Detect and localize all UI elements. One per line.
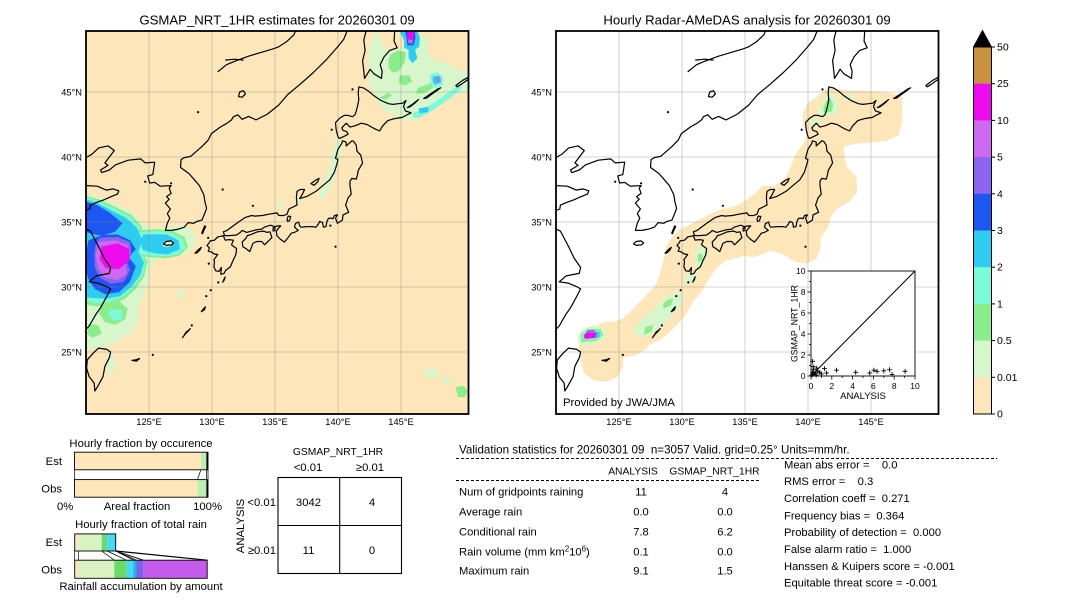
svg-text:Est: Est — [46, 456, 63, 468]
svg-text:10: 10 — [796, 266, 806, 276]
svg-text:130°E: 130°E — [669, 417, 694, 427]
svg-text:0.5: 0.5 — [997, 335, 1012, 347]
svg-text:Obs: Obs — [41, 565, 62, 577]
svg-text:Hourly Radar-AMeDAS analysis f: Hourly Radar-AMeDAS analysis for 2026030… — [603, 13, 890, 28]
svg-text:140°E: 140°E — [325, 417, 350, 427]
svg-text:ANALYSIS: ANALYSIS — [235, 498, 247, 553]
svg-text:0%: 0% — [57, 501, 73, 513]
svg-text:40°N: 40°N — [61, 152, 82, 162]
svg-text:ANALYSIS: ANALYSIS — [608, 467, 658, 478]
svg-text:GSMAP_NRT_1HR: GSMAP_NRT_1HR — [669, 467, 759, 478]
svg-text:135°E: 135°E — [262, 417, 287, 427]
svg-text:0: 0 — [809, 381, 814, 391]
svg-text:25°N: 25°N — [531, 347, 552, 357]
svg-text:Hourly fraction by occurence: Hourly fraction by occurence — [69, 438, 212, 450]
svg-text:25: 25 — [997, 78, 1009, 90]
svg-text:Est: Est — [46, 537, 63, 549]
svg-text:Maximum rain: Maximum rain — [459, 566, 529, 578]
svg-text:6.2: 6.2 — [717, 527, 733, 539]
svg-text:Provided by JWA/JMA: Provided by JWA/JMA — [563, 397, 675, 409]
svg-text:Conditional rain: Conditional rain — [459, 527, 537, 539]
svg-text:Areal fraction: Areal fraction — [104, 501, 171, 513]
svg-text:GSMAP_NRT_1HR estimates for 20: GSMAP_NRT_1HR estimates for 20260301 09 — [139, 13, 414, 28]
svg-text:2: 2 — [801, 350, 806, 360]
svg-text:GSMAP_NRT_1HR: GSMAP_NRT_1HR — [790, 285, 800, 362]
svg-text:135°E: 135°E — [732, 417, 757, 427]
svg-text:4: 4 — [801, 329, 806, 339]
svg-text:6: 6 — [871, 381, 876, 391]
svg-text:Frequency bias = 0.364: Frequency bias = 0.364 — [784, 511, 904, 523]
svg-text:0: 0 — [997, 409, 1003, 421]
svg-text:0.0: 0.0 — [633, 507, 649, 519]
svg-text:0.0: 0.0 — [717, 507, 733, 519]
svg-text:25°N: 25°N — [61, 347, 82, 357]
svg-text:140°E: 140°E — [795, 417, 820, 427]
svg-text:145°E: 145°E — [388, 417, 413, 427]
svg-text:0.01: 0.01 — [997, 372, 1018, 384]
svg-text:6: 6 — [801, 308, 806, 318]
svg-text:35°N: 35°N — [531, 217, 552, 227]
svg-text:Rainfall accumulation by amoun: Rainfall accumulation by amount — [59, 581, 223, 593]
svg-text:40°N: 40°N — [531, 152, 552, 162]
svg-text:False alarm ratio = 1.000: False alarm ratio = 1.000 — [784, 544, 911, 556]
svg-text:Average rain: Average rain — [459, 507, 522, 519]
svg-text:0.1: 0.1 — [633, 547, 649, 559]
svg-text:5: 5 — [997, 152, 1003, 164]
svg-text:11: 11 — [303, 545, 315, 557]
svg-text:35°N: 35°N — [61, 217, 82, 227]
svg-text:0: 0 — [801, 371, 806, 381]
svg-text:2: 2 — [997, 262, 1003, 274]
svg-text:Hanssen & Kuipers score = -0.0: Hanssen & Kuipers score = -0.001 — [784, 561, 955, 573]
svg-text:Rain volume (mm km2106): Rain volume (mm km2106) — [459, 545, 590, 559]
svg-text:125°E: 125°E — [606, 417, 631, 427]
svg-text:45°N: 45°N — [531, 87, 552, 97]
svg-text:<0.01: <0.01 — [294, 462, 323, 474]
svg-text:Probability of detection = 0.: Probability of detection = 0.000 — [784, 527, 941, 539]
svg-text:2: 2 — [829, 381, 834, 391]
svg-text:RMS error = 0.3: RMS error = 0.3 — [784, 476, 873, 488]
svg-text:Mean abs error = 0.0: Mean abs error = 0.0 — [784, 460, 898, 472]
svg-text:10: 10 — [997, 115, 1009, 127]
svg-text:Obs: Obs — [41, 484, 62, 496]
svg-text:7.8: 7.8 — [633, 527, 649, 539]
svg-text:3042: 3042 — [296, 497, 321, 509]
svg-text:4: 4 — [850, 381, 855, 391]
svg-text:1: 1 — [997, 298, 1003, 310]
svg-text:≥0.01: ≥0.01 — [248, 545, 276, 557]
svg-text:100%: 100% — [193, 501, 222, 513]
svg-text:125°E: 125°E — [136, 417, 161, 427]
svg-text:8: 8 — [892, 381, 897, 391]
svg-text:Equitable threat score = -0.00: Equitable threat score = -0.001 — [784, 578, 937, 590]
svg-text:Hourly fraction of total rain: Hourly fraction of total rain — [75, 519, 207, 531]
svg-text:30°N: 30°N — [531, 282, 552, 292]
svg-text:45°N: 45°N — [61, 87, 82, 97]
svg-text:145°E: 145°E — [858, 417, 883, 427]
svg-text:ANALYSIS: ANALYSIS — [840, 391, 886, 402]
svg-text:130°E: 130°E — [199, 417, 224, 427]
svg-text:9.1: 9.1 — [633, 566, 649, 578]
svg-text:<0.01: <0.01 — [247, 497, 276, 509]
svg-text:Num of gridpoints raining: Num of gridpoints raining — [459, 487, 583, 499]
svg-text:8: 8 — [801, 287, 806, 297]
svg-text:4: 4 — [722, 487, 728, 499]
svg-text:Validation statistics for 2026: Validation statistics for 20260301 09 n=… — [459, 444, 850, 457]
svg-text:11: 11 — [635, 487, 647, 499]
svg-text:4: 4 — [369, 497, 375, 509]
svg-text:4: 4 — [997, 188, 1003, 200]
svg-text:≥0.01: ≥0.01 — [356, 462, 384, 474]
svg-text:50: 50 — [997, 42, 1009, 54]
svg-text:Correlation coeff = 0.271: Correlation coeff = 0.271 — [784, 493, 910, 505]
svg-text:3: 3 — [997, 225, 1003, 237]
svg-text:10: 10 — [910, 381, 920, 391]
svg-text:GSMAP_NRT_1HR: GSMAP_NRT_1HR — [293, 447, 383, 458]
svg-text:1.5: 1.5 — [717, 566, 733, 578]
svg-text:0: 0 — [369, 545, 375, 557]
svg-text:30°N: 30°N — [61, 282, 82, 292]
svg-text:0.0: 0.0 — [717, 547, 733, 559]
